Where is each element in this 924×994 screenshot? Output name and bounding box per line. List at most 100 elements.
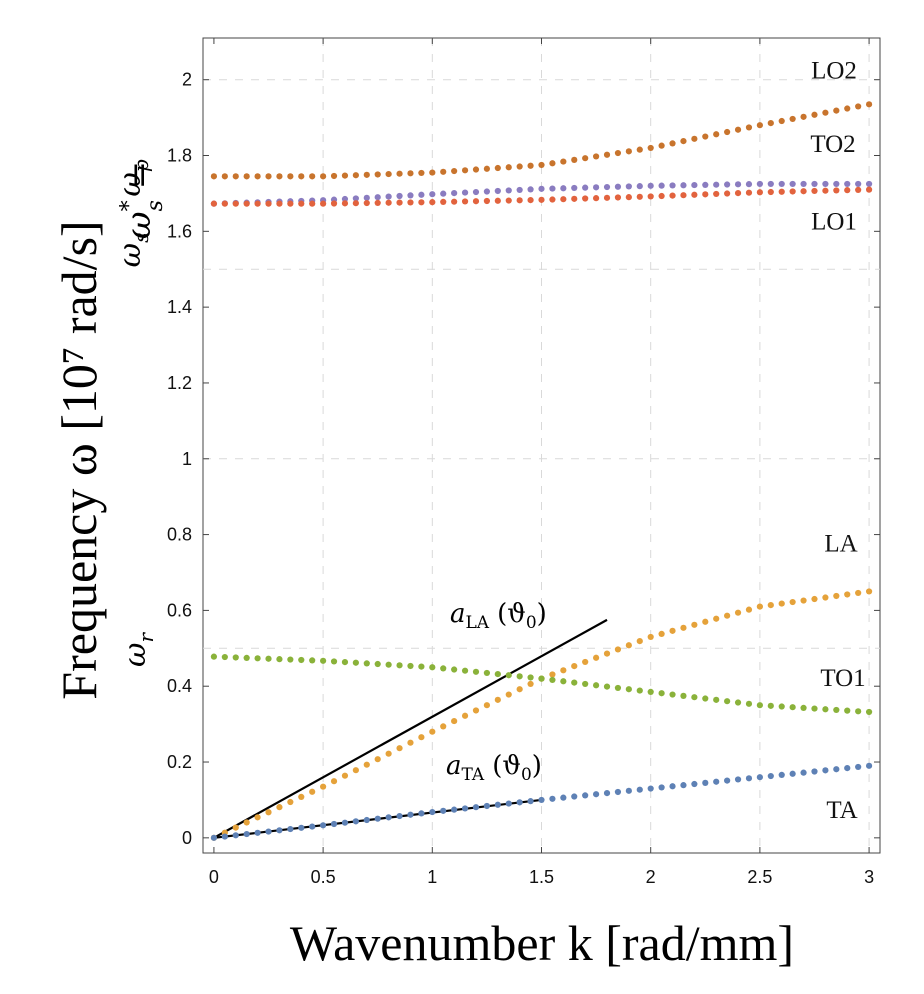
data-point bbox=[254, 655, 261, 662]
data-point bbox=[691, 191, 698, 198]
data-point bbox=[494, 670, 501, 678]
data-point bbox=[549, 671, 556, 678]
data-point bbox=[625, 148, 632, 155]
data-point bbox=[429, 169, 436, 176]
x-tick-label: 1 bbox=[427, 867, 437, 887]
data-point bbox=[571, 195, 578, 202]
data-point bbox=[385, 814, 392, 821]
series-la bbox=[210, 588, 873, 841]
data-point bbox=[418, 169, 425, 177]
y-tick-label: 0.4 bbox=[167, 676, 192, 696]
y-tick-label: 0 bbox=[182, 828, 192, 848]
data-point bbox=[702, 618, 709, 625]
label-lo2: LO2 bbox=[811, 57, 857, 84]
series-ta bbox=[210, 762, 873, 841]
data-point bbox=[658, 630, 665, 637]
data-point bbox=[429, 728, 436, 735]
data-point bbox=[702, 779, 709, 786]
data-point bbox=[811, 111, 818, 118]
data-point bbox=[341, 819, 349, 826]
data-point bbox=[724, 698, 731, 705]
data-point bbox=[440, 198, 447, 206]
data-point bbox=[811, 705, 818, 712]
label-lo1: LO1 bbox=[811, 209, 857, 236]
data-point bbox=[254, 814, 261, 821]
data-point bbox=[658, 182, 665, 189]
data-point bbox=[276, 200, 283, 207]
data-point bbox=[778, 117, 785, 125]
data-point bbox=[451, 190, 458, 197]
data-point bbox=[636, 183, 643, 190]
data-point bbox=[320, 822, 327, 829]
data-point bbox=[865, 588, 873, 595]
data-point bbox=[451, 666, 458, 673]
data-point bbox=[461, 805, 469, 812]
omega-p-annotation: ωp bbox=[113, 159, 153, 196]
data-point bbox=[647, 633, 654, 641]
data-point bbox=[210, 834, 218, 841]
data-point bbox=[636, 638, 643, 645]
data-point bbox=[603, 683, 611, 690]
data-point bbox=[855, 186, 862, 193]
data-point bbox=[844, 591, 851, 598]
data-point bbox=[232, 173, 239, 180]
data-point bbox=[309, 200, 316, 207]
data-point bbox=[451, 806, 458, 813]
data-point bbox=[374, 194, 381, 201]
y-tick-label: 1.8 bbox=[167, 146, 192, 166]
data-point bbox=[603, 650, 611, 657]
data-point bbox=[658, 142, 665, 149]
data-point bbox=[756, 774, 763, 781]
data-point bbox=[330, 172, 338, 180]
data-point bbox=[734, 190, 742, 197]
data-point bbox=[363, 816, 370, 824]
x-axis-title: Wavenumber k [rad/mm] bbox=[290, 915, 794, 971]
data-point bbox=[527, 680, 534, 688]
data-point bbox=[778, 703, 785, 710]
data-point bbox=[691, 780, 698, 788]
data-point bbox=[669, 140, 676, 147]
data-point bbox=[592, 184, 600, 191]
data-point bbox=[221, 833, 228, 840]
data-point bbox=[833, 180, 840, 188]
data-point bbox=[538, 196, 545, 203]
data-point bbox=[418, 199, 425, 206]
data-point bbox=[505, 691, 512, 698]
data-point bbox=[341, 195, 349, 203]
data-point bbox=[298, 200, 305, 207]
data-point bbox=[494, 187, 501, 195]
data-point bbox=[243, 830, 250, 838]
data-point bbox=[210, 200, 218, 207]
data-point bbox=[287, 173, 294, 180]
data-point bbox=[254, 173, 261, 180]
data-point bbox=[658, 690, 665, 697]
data-point bbox=[298, 793, 305, 800]
svg-text:ωs: ωs bbox=[113, 233, 153, 268]
data-point bbox=[647, 193, 654, 200]
y-tick-label: 1.2 bbox=[167, 373, 192, 393]
y-tick-label: 2 bbox=[182, 70, 192, 90]
data-point bbox=[330, 658, 338, 665]
data-point bbox=[614, 149, 622, 157]
data-point bbox=[789, 704, 796, 711]
data-point bbox=[724, 128, 731, 136]
data-point bbox=[451, 717, 458, 725]
data-point bbox=[363, 761, 370, 768]
data-point bbox=[483, 165, 491, 172]
data-point bbox=[418, 663, 425, 670]
data-point bbox=[407, 199, 414, 206]
data-point bbox=[734, 699, 742, 706]
data-point bbox=[232, 654, 239, 661]
data-point bbox=[374, 171, 381, 178]
data-point bbox=[483, 669, 491, 677]
data-point bbox=[232, 832, 239, 839]
data-point bbox=[221, 653, 228, 661]
data-point bbox=[560, 667, 567, 674]
data-point bbox=[483, 802, 491, 810]
data-point bbox=[352, 172, 359, 179]
data-point bbox=[713, 190, 720, 198]
data-point bbox=[865, 708, 873, 716]
data-point bbox=[647, 688, 654, 695]
data-point bbox=[833, 766, 840, 773]
data-point bbox=[658, 192, 665, 200]
